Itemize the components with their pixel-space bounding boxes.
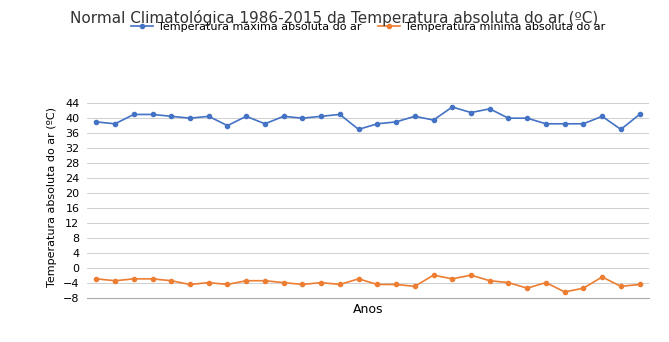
Temperatura máxima absoluta do ar — [561, 122, 569, 126]
Temperatura mínima absoluta do ar — [317, 280, 325, 285]
Temperatura máxima absoluta do ar — [355, 127, 363, 131]
Temperatura máxima absoluta do ar — [130, 113, 138, 117]
Temperatura máxima absoluta do ar — [92, 120, 100, 124]
Temperatura máxima absoluta do ar — [261, 122, 269, 126]
Temperatura mínima absoluta do ar — [561, 290, 569, 294]
Temperatura mínima absoluta do ar — [149, 277, 157, 281]
Temperatura mínima absoluta do ar — [617, 284, 625, 288]
Temperatura máxima absoluta do ar — [242, 114, 250, 118]
Temperatura máxima absoluta do ar — [223, 123, 231, 128]
Temperatura mínima absoluta do ar — [261, 279, 269, 283]
Temperatura mínima absoluta do ar — [392, 282, 400, 287]
Temperatura mínima absoluta do ar — [223, 282, 231, 287]
Temperatura máxima absoluta do ar — [504, 116, 512, 120]
Temperatura máxima absoluta do ar — [542, 122, 550, 126]
Temperatura máxima absoluta do ar — [167, 114, 175, 118]
Temperatura mínima absoluta do ar — [242, 279, 250, 283]
Legend: Temperatura máxima absoluta do ar, Temperatura mínima absoluta do ar: Temperatura máxima absoluta do ar, Tempe… — [126, 16, 609, 36]
Temperatura máxima absoluta do ar — [523, 116, 531, 120]
Temperatura máxima absoluta do ar — [317, 114, 325, 118]
Temperatura máxima absoluta do ar — [636, 113, 644, 117]
Temperatura mínima absoluta do ar — [280, 280, 288, 285]
Temperatura máxima absoluta do ar — [579, 122, 587, 126]
Text: Normal Climatológica 1986-2015 da Temperatura absoluta do ar (ºC): Normal Climatológica 1986-2015 da Temper… — [70, 10, 599, 26]
Temperatura máxima absoluta do ar — [205, 114, 213, 118]
Temperatura mínima absoluta do ar — [486, 279, 494, 283]
Temperatura máxima absoluta do ar — [373, 122, 381, 126]
Temperatura mínima absoluta do ar — [542, 280, 550, 285]
Temperatura mínima absoluta do ar — [92, 277, 100, 281]
Temperatura máxima absoluta do ar — [411, 114, 419, 118]
Temperatura mínima absoluta do ar — [111, 279, 119, 283]
Temperatura máxima absoluta do ar — [298, 116, 306, 120]
Temperatura mínima absoluta do ar — [167, 279, 175, 283]
Temperatura máxima absoluta do ar — [467, 110, 475, 115]
Line: Temperatura máxima absoluta do ar: Temperatura máxima absoluta do ar — [94, 105, 642, 131]
Temperatura máxima absoluta do ar — [280, 114, 288, 118]
Temperatura mínima absoluta do ar — [579, 286, 587, 290]
Temperatura máxima absoluta do ar — [617, 127, 625, 131]
Temperatura mínima absoluta do ar — [636, 282, 644, 287]
Temperatura mínima absoluta do ar — [205, 280, 213, 285]
Temperatura mínima absoluta do ar — [523, 286, 531, 290]
X-axis label: Anos: Anos — [353, 303, 383, 316]
Temperatura mínima absoluta do ar — [298, 282, 306, 287]
Temperatura máxima absoluta do ar — [486, 107, 494, 111]
Temperatura máxima absoluta do ar — [598, 114, 606, 118]
Y-axis label: Temperatura absoluta do ar (ºC): Temperatura absoluta do ar (ºC) — [47, 107, 58, 287]
Temperatura mínima absoluta do ar — [130, 277, 138, 281]
Temperatura mínima absoluta do ar — [598, 275, 606, 279]
Temperatura máxima absoluta do ar — [186, 116, 194, 120]
Temperatura mínima absoluta do ar — [467, 273, 475, 277]
Temperatura máxima absoluta do ar — [336, 113, 344, 117]
Temperatura mínima absoluta do ar — [429, 273, 438, 277]
Temperatura máxima absoluta do ar — [111, 122, 119, 126]
Temperatura máxima absoluta do ar — [149, 113, 157, 117]
Temperatura mínima absoluta do ar — [336, 282, 344, 287]
Temperatura mínima absoluta do ar — [448, 277, 456, 281]
Temperatura mínima absoluta do ar — [411, 284, 419, 288]
Temperatura mínima absoluta do ar — [355, 277, 363, 281]
Temperatura mínima absoluta do ar — [373, 282, 381, 287]
Temperatura máxima absoluta do ar — [448, 105, 456, 109]
Temperatura máxima absoluta do ar — [392, 120, 400, 124]
Temperatura mínima absoluta do ar — [504, 280, 512, 285]
Temperatura máxima absoluta do ar — [429, 118, 438, 122]
Temperatura mínima absoluta do ar — [186, 282, 194, 287]
Line: Temperatura mínima absoluta do ar: Temperatura mínima absoluta do ar — [94, 273, 642, 294]
